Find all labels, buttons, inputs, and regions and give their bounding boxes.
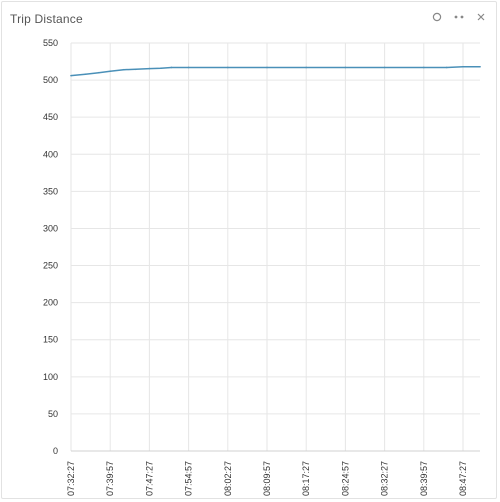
more-icon[interactable] [452,10,466,24]
data-point [344,66,347,69]
y-tick-label: 50 [48,409,58,419]
data-point [109,70,111,72]
close-icon[interactable] [474,10,488,24]
x-tick-label: 08:47:27 [458,461,468,496]
x-tick-label: 08:17:27 [301,461,311,496]
data-point [134,68,137,71]
y-tick-label: 200 [43,298,58,308]
data-point [479,65,481,68]
data-point [227,66,229,69]
data-point [462,65,464,68]
x-tick-label: 08:39:57 [419,461,429,496]
data-point [122,68,125,71]
y-tick-label: 350 [43,186,58,196]
data-point [266,66,268,69]
y-tick-label: 100 [43,372,58,382]
data-point [170,66,173,69]
data-point [84,73,87,75]
data-point [148,67,151,70]
x-tick-label: 07:54:57 [184,461,194,496]
y-tick-label: 150 [43,335,58,345]
y-tick-label: 450 [43,112,58,122]
data-point [187,66,190,69]
y-tick-label: 500 [43,75,58,85]
data-point [70,74,72,77]
y-tick-label: 400 [43,149,58,159]
x-tick-label: 08:24:57 [340,461,350,496]
data-point [160,67,162,70]
data-point [305,66,308,69]
widget-title: Trip Distance [10,12,83,26]
data-point [423,66,425,69]
x-tick-label: 07:32:27 [66,461,76,496]
x-tick-label: 08:32:27 [380,461,390,496]
y-tick-label: 300 [43,223,58,233]
series-line [70,65,481,77]
data-point [445,66,448,69]
x-tick-label: 08:09:57 [262,461,272,496]
data-point [97,71,100,74]
y-tick-label: 250 [43,261,58,271]
circle-icon[interactable] [430,10,444,24]
data-point [383,66,386,69]
y-tick-label: 550 [43,38,58,48]
widget-controls [430,10,488,24]
x-tick-label: 07:39:57 [105,461,115,496]
x-tick-label: 08:02:27 [223,461,233,496]
x-tick-label: 07:47:27 [144,461,154,496]
y-tick-label: 0 [53,446,58,456]
